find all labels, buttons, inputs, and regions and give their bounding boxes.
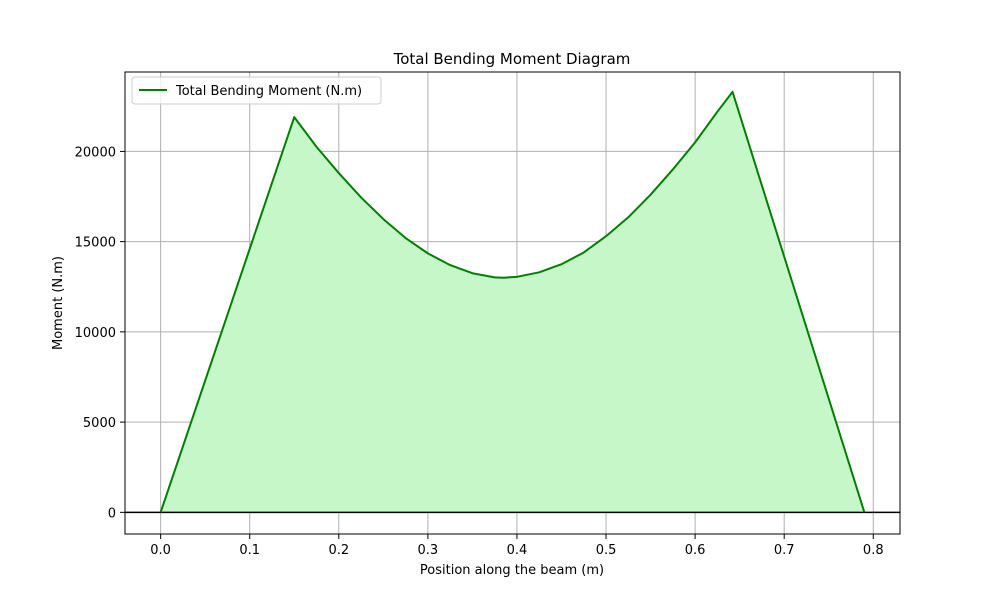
moment-area-fill [160,91,865,513]
x-tick-label: 0.6 [685,543,706,558]
y-tick-label: 10000 [75,326,116,341]
y-tick-label: 15000 [75,236,116,251]
x-tick-label: 0.5 [596,543,617,558]
plot-frame [124,71,901,535]
legend-box [131,76,382,105]
legend: Total Bending Moment (N.m) [131,76,382,105]
x-tick-label: 0.2 [328,543,349,558]
y-tick-label: 5000 [83,416,116,431]
y-tick-label: 0 [108,506,116,521]
x-tick-label: 0.4 [507,543,528,558]
y-axis-ticks: 0 5000 10000 15000 20000 [75,145,125,521]
x-tick-label: 0.8 [863,543,884,558]
chart-title: Total Bending Moment Diagram [393,50,631,68]
y-axis-label: Moment (N.m) [51,256,66,350]
x-axis-ticks: 0.0 0.1 0.2 0.3 0.4 0.5 0.6 0.7 0.8 [150,534,884,558]
x-tick-label: 0.0 [150,543,171,558]
x-tick-label: 0.7 [774,543,795,558]
x-tick-label: 0.3 [418,543,439,558]
legend-label: Total Bending Moment (N.m) [175,84,362,99]
x-tick-label: 0.1 [239,543,260,558]
x-axis-label: Position along the beam (m) [420,563,604,578]
y-tick-label: 20000 [75,145,116,160]
moment-series-line [159,90,866,513]
